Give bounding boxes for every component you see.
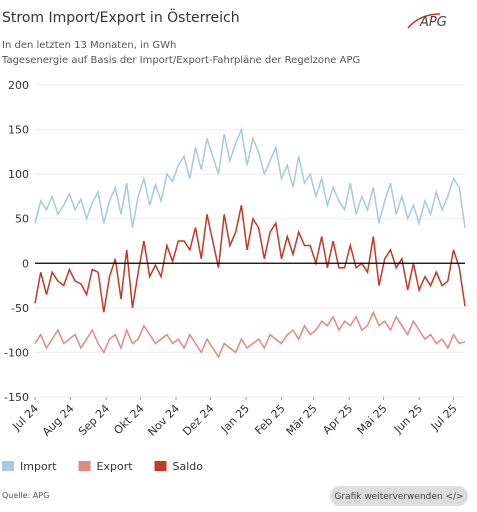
x-tick-label: Okt 24 — [111, 402, 146, 437]
y-tick-label: 150 — [8, 124, 29, 137]
series-line — [34, 126, 466, 228]
x-tick-label: Aug 24 — [40, 402, 77, 439]
x-tick-label: Jul 24 — [9, 402, 41, 434]
x-tick-label: Mär 25 — [284, 402, 320, 438]
source: Quelle: APG — [2, 491, 49, 500]
subtitle: Tagesenergie auf Basis der Import/Export… — [1, 55, 360, 66]
logo: APG — [419, 15, 447, 30]
x-tick-label: Mai 25 — [355, 402, 390, 437]
y-tick-label: 200 — [8, 79, 29, 92]
button-label[interactable]: Grafik weiterverwenden </> — [334, 492, 463, 502]
y-tick-label: -100 — [4, 346, 29, 359]
legend-label: Export — [97, 460, 134, 473]
legend-label: Saldo — [173, 460, 204, 473]
x-tick-label: Dez 24 — [180, 402, 216, 438]
legend-swatch — [154, 461, 167, 471]
legend-swatch — [2, 461, 14, 471]
button[interactable] — [330, 486, 468, 506]
x-tick-label: Jun 25 — [391, 402, 425, 436]
x-tick-label: Jan 25 — [218, 402, 252, 436]
y-tick-label: 0 — [22, 257, 29, 270]
x-tick-label: Nov 24 — [145, 402, 182, 439]
series-line — [34, 310, 466, 359]
x-tick-label: Jul 25 — [428, 402, 460, 434]
x-tick-label: Apr 25 — [320, 402, 355, 437]
chart-title: Strom Import/Export in Österreich — [2, 8, 240, 26]
series-line — [34, 205, 466, 313]
legend-label: Import — [20, 460, 57, 473]
y-tick-label: 50 — [15, 213, 29, 226]
y-tick-label: -50 — [11, 302, 29, 315]
x-tick-label: Sep 24 — [76, 402, 112, 438]
x-tick-label: Feb 25 — [252, 402, 287, 437]
subtitle: In den letzten 13 Monaten, in GWh — [2, 40, 176, 51]
y-tick-label: -150 — [4, 391, 29, 404]
logo-swoosh — [407, 13, 441, 29]
y-tick-label: 100 — [8, 168, 29, 181]
legend-swatch — [78, 461, 91, 471]
